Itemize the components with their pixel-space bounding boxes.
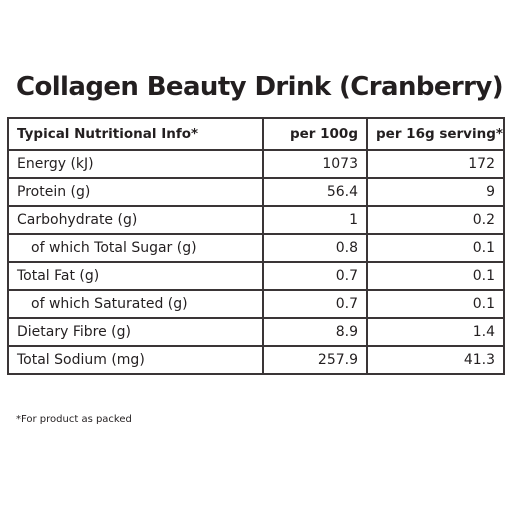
row-per-serving: 0.2	[366, 205, 505, 235]
table-header-row: Typical Nutritional Info* per 100g per 1…	[7, 117, 505, 151]
row-per-serving: 9	[366, 177, 505, 207]
row-label: Total Fat (g)	[7, 261, 264, 291]
row-per-serving: 0.1	[366, 289, 505, 319]
row-label: of which Saturated (g)	[7, 289, 264, 319]
table-row: of which Saturated (g) 0.7 0.1	[7, 289, 505, 319]
nutrition-table-container: Typical Nutritional Info* per 100g per 1…	[7, 117, 505, 375]
row-per-100g: 0.7	[262, 261, 368, 291]
header-nutritional-info: Typical Nutritional Info*	[7, 117, 264, 151]
row-per-100g: 0.8	[262, 233, 368, 263]
row-label: Energy (kJ)	[7, 149, 264, 179]
footnote: *For product as packed	[16, 414, 132, 425]
row-per-serving: 172	[366, 149, 505, 179]
page-title: Collagen Beauty Drink (Cranberry)	[16, 72, 504, 102]
row-per-serving: 41.3	[366, 345, 505, 375]
header-per-100g: per 100g	[262, 117, 368, 151]
table-row: Carbohydrate (g) 1 0.2	[7, 205, 505, 235]
row-per-100g: 56.4	[262, 177, 368, 207]
row-per-100g: 1	[262, 205, 368, 235]
row-per-100g: 257.9	[262, 345, 368, 375]
row-label: Dietary Fibre (g)	[7, 317, 264, 347]
row-label: Protein (g)	[7, 177, 264, 207]
header-per-serving: per 16g serving*	[366, 117, 505, 151]
table-row: Energy (kJ) 1073 172	[7, 149, 505, 179]
row-label: of which Total Sugar (g)	[7, 233, 264, 263]
row-per-100g: 8.9	[262, 317, 368, 347]
row-label: Total Sodium (mg)	[7, 345, 264, 375]
table-row: Dietary Fibre (g) 8.9 1.4	[7, 317, 505, 347]
table-row: Total Fat (g) 0.7 0.1	[7, 261, 505, 291]
row-per-serving: 0.1	[366, 261, 505, 291]
nutrition-table: Typical Nutritional Info* per 100g per 1…	[7, 117, 505, 375]
table-row: Protein (g) 56.4 9	[7, 177, 505, 207]
row-per-serving: 1.4	[366, 317, 505, 347]
row-per-100g: 0.7	[262, 289, 368, 319]
row-per-100g: 1073	[262, 149, 368, 179]
row-label: Carbohydrate (g)	[7, 205, 264, 235]
table-row: of which Total Sugar (g) 0.8 0.1	[7, 233, 505, 263]
table-row: Total Sodium (mg) 257.9 41.3	[7, 345, 505, 375]
row-per-serving: 0.1	[366, 233, 505, 263]
